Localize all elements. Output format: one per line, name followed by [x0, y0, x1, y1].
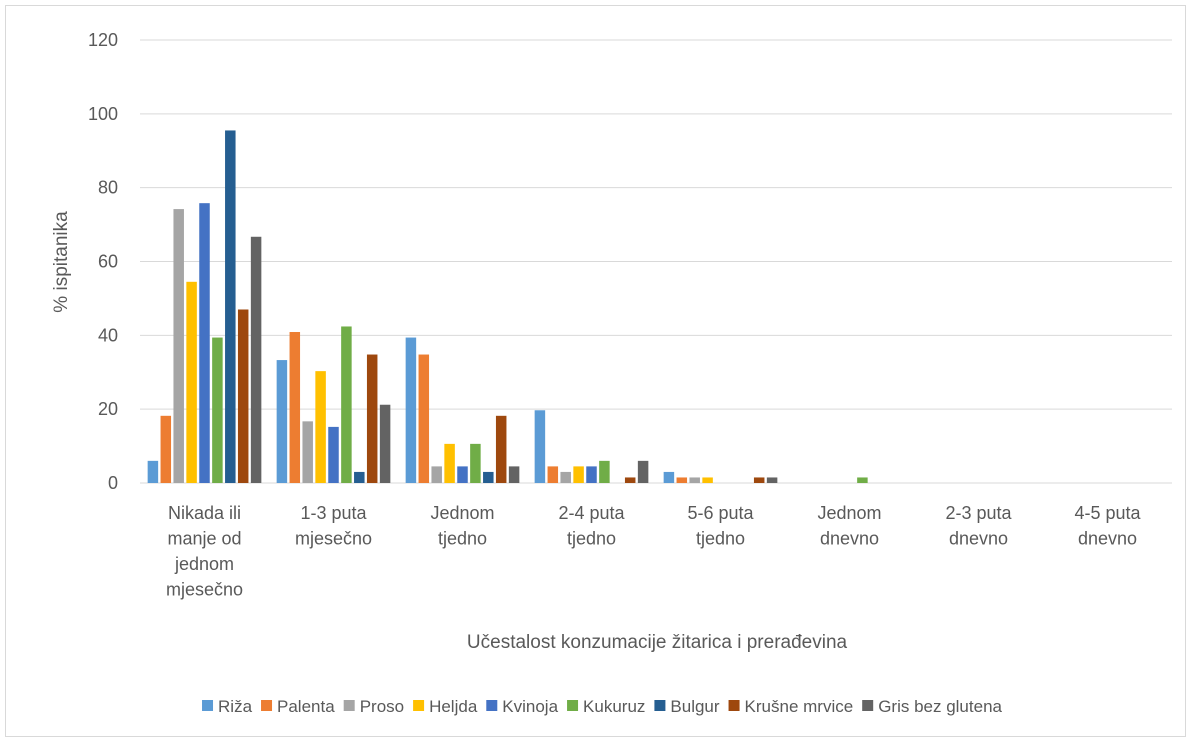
legend-label: Proso [360, 697, 404, 716]
legend-swatch [261, 700, 273, 711]
bar [405, 337, 417, 483]
x-tick-label: 4-5 puta dnevno [1074, 503, 1141, 549]
bar [225, 130, 236, 483]
legend-swatch [413, 700, 425, 711]
bar [444, 443, 455, 483]
x-tick-labels: Nikada ili manje od jednom mjesečno 1-3 puta… [166, 503, 1142, 600]
legend-label: Krušne mrvice [745, 697, 854, 716]
bar [147, 460, 159, 483]
x-axis-title: Učestalost konzumacije žitarica i prerađ… [467, 632, 848, 653]
bar [495, 415, 507, 483]
bar [599, 460, 610, 483]
bar [676, 477, 688, 483]
bar [431, 466, 442, 483]
bar [315, 371, 326, 483]
bar [702, 477, 713, 483]
bar [341, 326, 352, 483]
bar [753, 477, 765, 483]
bar [250, 236, 262, 483]
bar [663, 471, 675, 483]
legend-swatch [567, 700, 579, 711]
bar [173, 209, 184, 483]
y-axis-title: % ispitanika [51, 211, 72, 313]
legend-label: Kukuruz [583, 697, 645, 716]
legend-label: Riža [218, 697, 253, 716]
bar [237, 309, 249, 483]
bar [508, 466, 520, 483]
bar [328, 426, 339, 483]
x-tick-label: Nikada ili manje od jednom mjesečno [166, 503, 243, 600]
bars [147, 130, 868, 484]
bar [212, 337, 223, 483]
bar [470, 443, 481, 483]
legend-swatch [654, 700, 666, 711]
y-tick-label: 80 [98, 178, 118, 198]
legend-swatch [862, 700, 874, 711]
y-tick-label: 20 [98, 399, 118, 419]
x-tick-label: 1-3 puta mjesečno [295, 503, 372, 549]
bar [160, 415, 172, 483]
x-tick-label: 5-6 puta tjedno [687, 503, 754, 549]
bar [483, 471, 494, 483]
legend-swatch [202, 700, 214, 711]
bar [624, 477, 636, 483]
bar [857, 477, 868, 483]
x-tick-label: Jednom tjedno [430, 503, 494, 549]
bar [302, 421, 313, 483]
bar [186, 281, 197, 483]
bar [379, 404, 391, 483]
y-tick-labels: 0 20 40 60 80 100 120 [88, 30, 118, 493]
bar [289, 332, 301, 483]
legend-swatch [343, 700, 355, 711]
bar [766, 477, 778, 483]
bar [637, 460, 649, 483]
bar [534, 410, 546, 483]
bar [199, 203, 210, 484]
bar [354, 471, 365, 483]
legend-swatch [486, 700, 498, 711]
bar [276, 360, 288, 483]
legend-label: Heljda [429, 697, 478, 716]
legend: Riža Palenta Proso Heljda Kvinoja Kukuruz Bulg… [202, 697, 1003, 716]
x-tick-label: Jednom dnevno [817, 503, 881, 549]
bar [366, 354, 378, 483]
bar [457, 466, 468, 483]
y-tick-label: 100 [88, 104, 118, 124]
bar [689, 477, 700, 483]
y-tick-label: 0 [108, 473, 118, 493]
y-tick-label: 120 [88, 30, 118, 50]
x-tick-label: 2-4 puta tjedno [558, 503, 625, 549]
bar [418, 354, 430, 483]
legend-label: Bulgur [670, 697, 719, 716]
y-tick-label: 60 [98, 252, 118, 272]
legend-label: Palenta [277, 697, 335, 716]
bar [560, 471, 571, 483]
legend-swatch [728, 700, 740, 711]
x-tick-label: 2-3 puta dnevno [945, 503, 1012, 549]
y-tick-label: 40 [98, 325, 118, 345]
bar [586, 466, 597, 483]
bar [547, 466, 559, 483]
bar [573, 466, 584, 483]
legend-label: Gris bez glutena [878, 697, 1002, 716]
legend-label: Kvinoja [502, 697, 558, 716]
